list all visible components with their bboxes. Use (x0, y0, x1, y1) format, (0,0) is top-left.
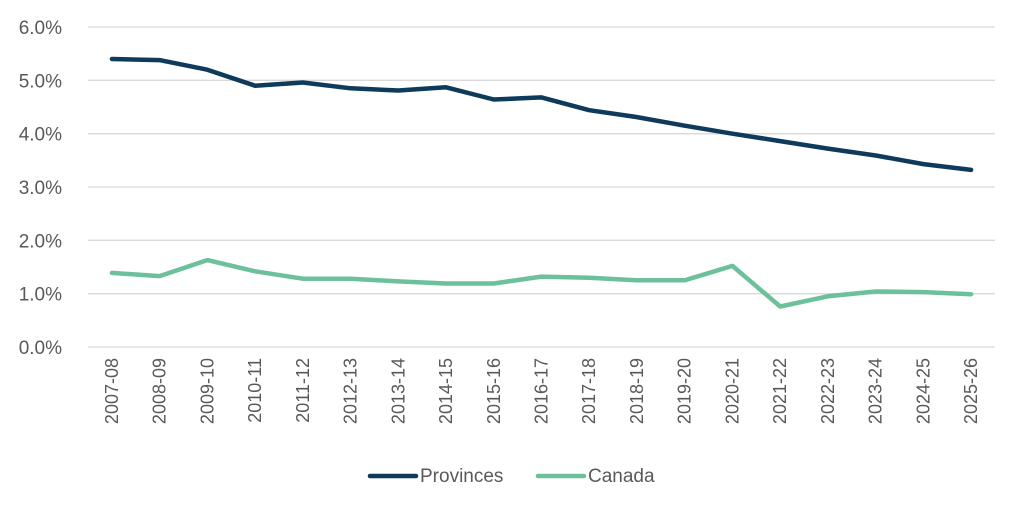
y-tick-label: 5.0% (19, 71, 62, 92)
x-tick-label: 2019-20 (675, 358, 695, 424)
legend-label: Provinces (420, 466, 503, 487)
x-tick-label: 2024-25 (913, 358, 933, 424)
x-tick-label: 2014-15 (436, 358, 456, 424)
x-tick-label: 2016-17 (532, 358, 552, 424)
x-tick-label: 2008-09 (150, 358, 170, 424)
x-axis: 2007-08 2008-09 2009-10 2010-11 2011-12 2012-… (102, 358, 981, 424)
x-tick-label: 2022-23 (818, 358, 838, 424)
legend-item-provinces: Provinces (367, 466, 503, 487)
y-tick-label: 1.0% (19, 285, 62, 306)
x-tick-label: 2010-11 (245, 358, 265, 423)
legend-label: Canada (588, 466, 655, 487)
x-tick-label: 2020-21 (722, 358, 742, 424)
x-tick-label: 2012-13 (341, 358, 361, 424)
legend: Provinces Canada (367, 466, 655, 487)
legend-item-canada: Canada (535, 466, 655, 487)
x-tick-label: 2009-10 (197, 358, 217, 424)
x-tick-label: 2021-22 (770, 358, 790, 424)
y-tick-label: 6.0% (19, 18, 62, 39)
y-axis: 0.0% 1.0% 2.0% 3.0% 4.0% 5.0% 6.0% (19, 18, 62, 359)
x-tick-label: 2007-08 (102, 358, 122, 424)
series-line-canada (109, 257, 974, 309)
x-tick-label: 2023-24 (866, 358, 886, 424)
x-tick-label: 2017-18 (579, 358, 599, 424)
x-tick-label: 2015-16 (484, 358, 504, 424)
x-tick-label: 2018-19 (627, 358, 647, 424)
y-tick-label: 0.0% (19, 338, 62, 359)
series-lines (109, 56, 974, 309)
y-tick-label: 2.0% (19, 231, 62, 252)
x-tick-label: 2011-12 (293, 358, 313, 423)
x-tick-label: 2013-14 (388, 358, 408, 424)
x-tick-label: 2025-26 (961, 358, 981, 424)
y-tick-label: 3.0% (19, 178, 62, 199)
y-tick-label: 4.0% (19, 125, 62, 146)
series-line-provinces (109, 56, 974, 173)
